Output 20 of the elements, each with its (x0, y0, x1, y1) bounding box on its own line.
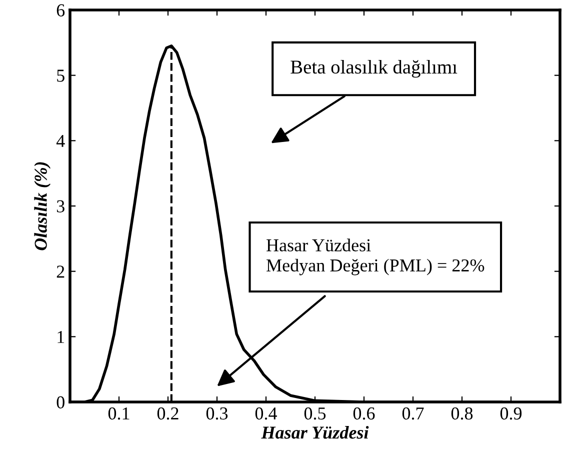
y-axis-title: Olasılık (%) (34, 162, 51, 250)
x-tick-label: 0.7 (402, 407, 424, 420)
x-tick-label: 0.9 (500, 407, 522, 420)
x-tick-label: 0.4 (255, 407, 278, 420)
x-tick-label: 0.5 (304, 407, 326, 420)
x-tick-label: 0.6 (353, 407, 375, 420)
y-tick-label: 6 (56, 4, 65, 16)
annotation: Beta olasılık dağılımı (290, 60, 458, 78)
y-tick-label: 4 (56, 135, 65, 147)
y-tick-label: 1 (58, 331, 64, 343)
x-tick-label: 0.1 (108, 407, 130, 420)
x-tick-label: 0.3 (206, 407, 228, 420)
x-tick-label: 0.8 (451, 407, 473, 420)
x-axis-title: Hasar Yüzdesi (261, 426, 369, 439)
y-tick-label: 2 (56, 266, 64, 278)
annotation: Hasar Yüzdesi Medyan Değeri (PML) = 22% (266, 238, 484, 276)
y-tick-label: 5 (57, 70, 64, 82)
y-tick-label: 3 (56, 200, 64, 212)
x-tick-label: 0.2 (157, 407, 178, 420)
y-tick-label: 0 (56, 396, 64, 408)
